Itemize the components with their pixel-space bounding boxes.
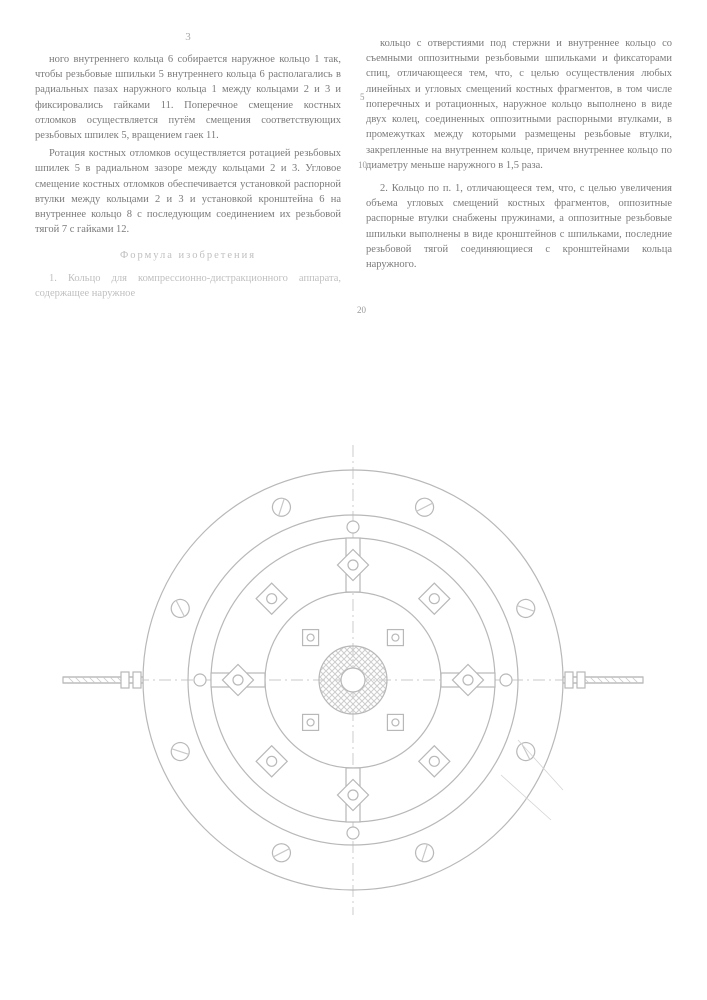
left-p4: 1. Кольцо для компрессионно-дистракционн… xyxy=(35,271,341,301)
right-p2: 2. Кольцо по п. 1, отличающееся тем, что… xyxy=(366,181,672,272)
technical-drawing xyxy=(0,430,707,930)
left-p3: Формула изобретения xyxy=(35,248,341,263)
left-p1: ного внутреннего кольца 6 собирается нар… xyxy=(35,52,341,143)
right-p1: кольцо с отверстиями под стержни и внутр… xyxy=(366,36,672,173)
line-number-5: 5 xyxy=(360,92,365,102)
left-p2: Ротация костных отломков осуществляется … xyxy=(35,146,341,237)
page-num-left: 3 xyxy=(35,30,341,46)
right-column: кольцо с отверстиями под стержни и внутр… xyxy=(366,30,672,304)
line-number-10: 10 xyxy=(358,160,367,170)
left-column: 3 ного внутреннего кольца 6 собирается н… xyxy=(35,30,341,304)
line-number-20: 20 xyxy=(357,305,366,315)
